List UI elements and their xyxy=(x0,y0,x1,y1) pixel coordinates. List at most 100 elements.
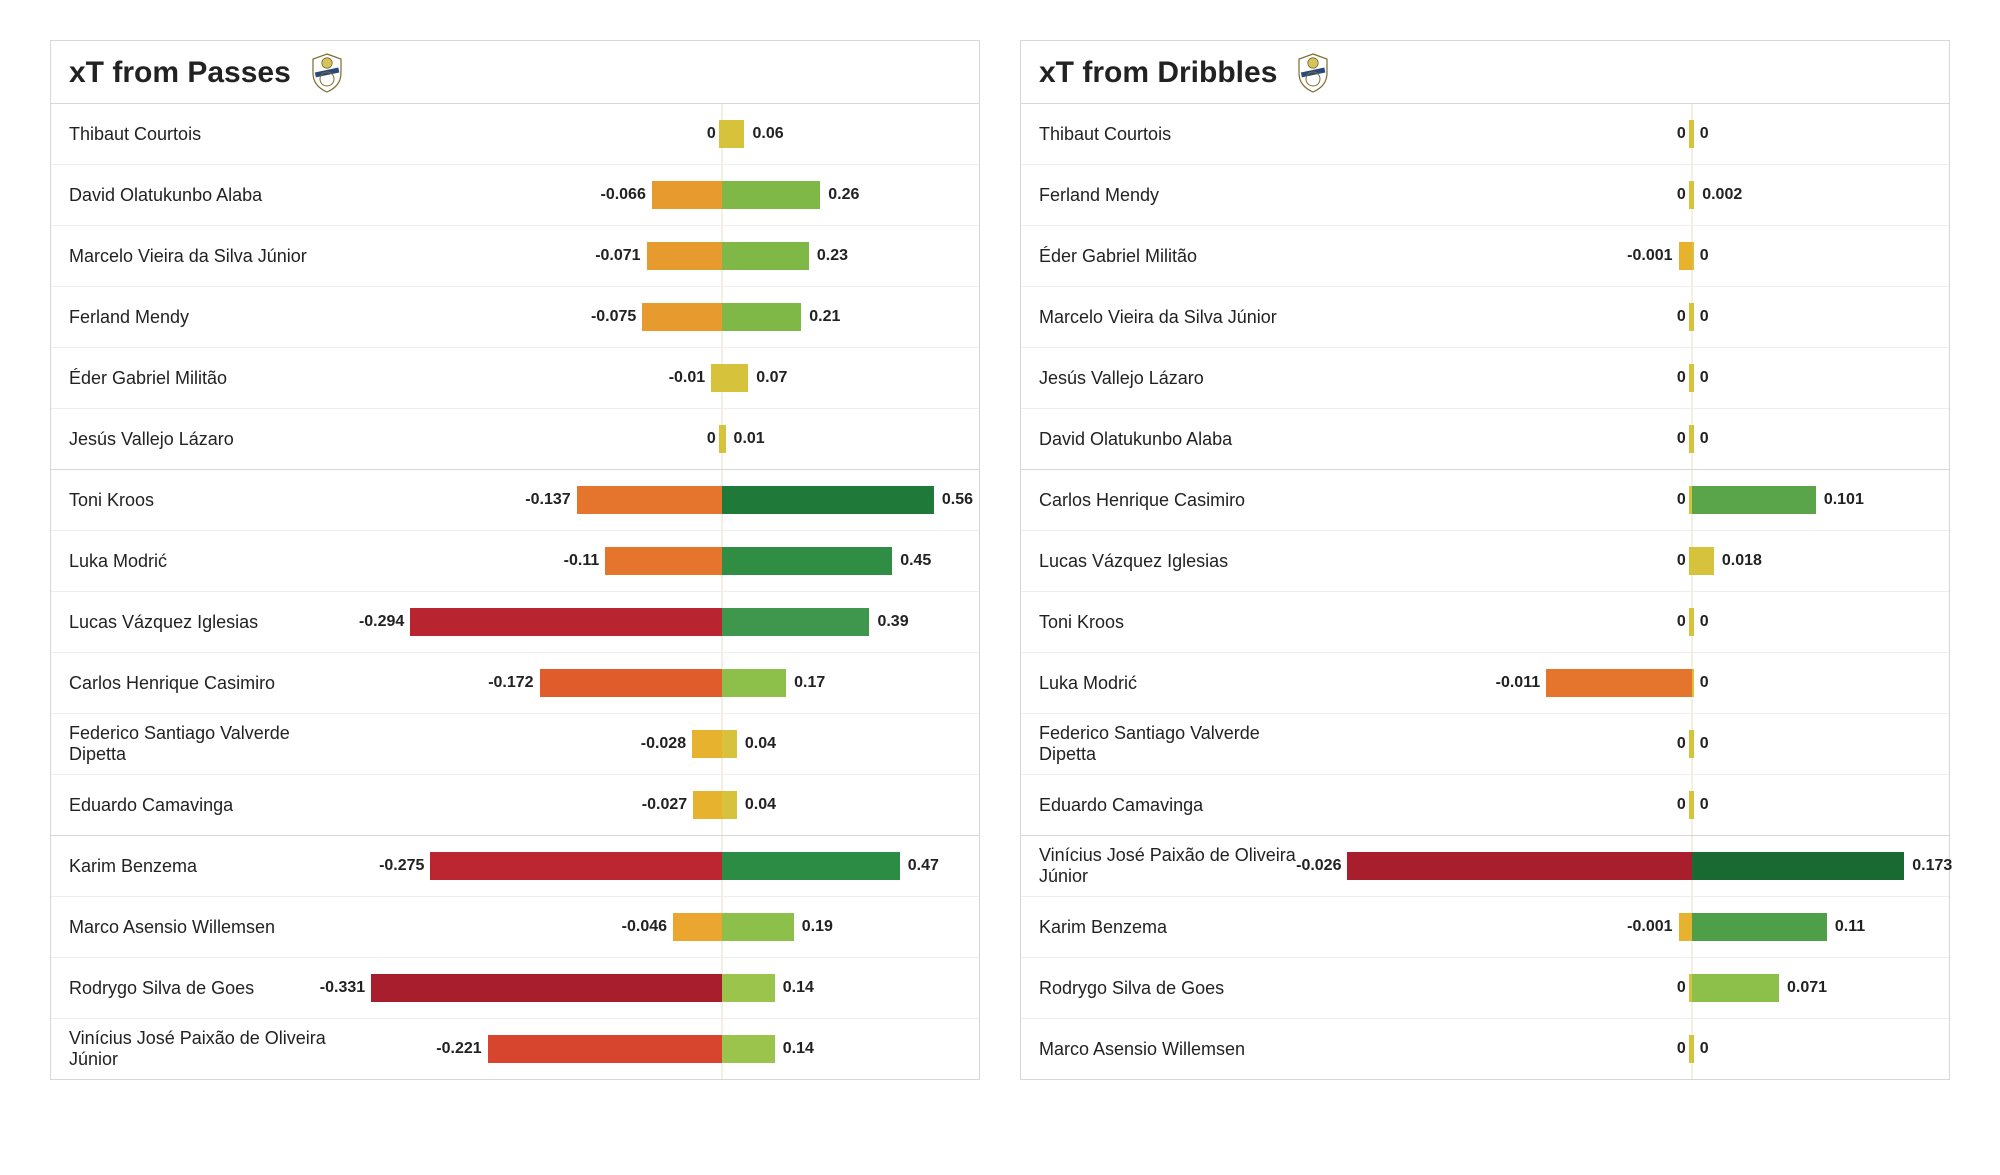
player-row: Toni Kroos -0.1370.56 xyxy=(51,470,979,531)
player-name: David Olatukunbo Alaba xyxy=(69,165,329,225)
pos-value-label: 0.45 xyxy=(900,552,931,570)
neg-bar xyxy=(647,242,722,270)
pos-value-label: 0.002 xyxy=(1702,186,1742,204)
player-row: Toni Kroos00 xyxy=(1021,592,1949,653)
pos-bar xyxy=(1692,791,1694,819)
pos-value-label: 0.018 xyxy=(1722,552,1762,570)
player-row: Rodrygo Silva de Goes-0.3310.14 xyxy=(51,958,979,1019)
panel-title: xT from Dribbles xyxy=(1039,56,1277,90)
neg-bar xyxy=(642,303,721,331)
row-plot: 00 xyxy=(1321,354,1919,402)
player-name: Carlos Henrique Casimiro xyxy=(1039,470,1299,530)
neg-value-label: -0.331 xyxy=(320,979,365,997)
pos-bar xyxy=(722,669,786,697)
player-name: Lucas Vázquez Iglesias xyxy=(1039,531,1299,591)
team-crest xyxy=(1297,53,1329,93)
pos-bar xyxy=(722,730,737,758)
pos-value-label: 0 xyxy=(1700,247,1709,265)
player-name: Lucas Vázquez Iglesias xyxy=(69,592,329,652)
player-row: Lucas Vázquez Iglesias 00.018 xyxy=(1021,531,1949,592)
player-name: Luka Modrić xyxy=(1039,653,1299,713)
neg-value-label: 0 xyxy=(707,430,716,448)
player-row: Jesús Vallejo Lázaro00 xyxy=(1021,348,1949,409)
row-plot: 00 xyxy=(1321,1025,1919,1073)
neg-value-label: 0 xyxy=(1677,491,1686,509)
neg-value-label: 0 xyxy=(1677,1040,1686,1058)
neg-value-label: 0 xyxy=(707,125,716,143)
player-name: Karim Benzema xyxy=(1039,897,1299,957)
pos-bar xyxy=(722,486,934,514)
neg-bar xyxy=(1546,669,1692,697)
row-plot: -0.0270.04 xyxy=(351,781,949,829)
pos-bar xyxy=(722,242,809,270)
panel-header: xT from Dribbles xyxy=(1021,41,1949,104)
neg-value-label: -0.026 xyxy=(1296,857,1341,875)
pos-bar xyxy=(1692,120,1694,148)
row-section: Thibaut Courtois00Ferland Mendy00.002Éde… xyxy=(1021,104,1949,469)
pos-value-label: 0 xyxy=(1700,796,1709,814)
player-row: Marco Asensio Willemsen00 xyxy=(1021,1019,1949,1079)
pos-bar xyxy=(1692,730,1694,758)
pos-bar xyxy=(1692,364,1694,392)
neg-value-label: -0.11 xyxy=(564,552,600,570)
row-plot: 00.018 xyxy=(1321,537,1919,585)
player-row: Jesús Vallejo Lázaro 00.01 xyxy=(51,409,979,469)
player-name: Rodrygo Silva de Goes xyxy=(1039,958,1299,1018)
team-crest-icon xyxy=(1297,53,1329,93)
player-row: Thibaut Courtois00 xyxy=(1021,104,1949,165)
neg-value-label: -0.066 xyxy=(600,186,645,204)
pos-bar xyxy=(1692,608,1694,636)
neg-value-label: -0.075 xyxy=(591,308,636,326)
team-crest-icon xyxy=(311,53,343,93)
pos-value-label: 0 xyxy=(1700,735,1709,753)
player-row: Vinícius José Paixão de Oliveira Júnior-… xyxy=(51,1019,979,1079)
neg-value-label: -0.071 xyxy=(595,247,640,265)
pos-bar xyxy=(722,791,737,819)
pos-bar xyxy=(1692,913,1827,941)
player-name: Jesús Vallejo Lázaro xyxy=(69,409,329,469)
neg-bar xyxy=(430,852,721,880)
player-row: Thibaut Courtois00.06 xyxy=(51,104,979,165)
player-name: Thibaut Courtois xyxy=(1039,104,1299,164)
pos-value-label: 0.23 xyxy=(817,247,848,265)
pos-value-label: 0.39 xyxy=(877,613,908,631)
pos-bar xyxy=(722,547,892,575)
pos-bar xyxy=(722,913,794,941)
pos-bar xyxy=(722,608,870,636)
pos-bar xyxy=(722,974,775,1002)
player-name: Carlos Henrique Casimiro xyxy=(69,653,329,713)
row-plot: -0.1370.56 xyxy=(351,476,949,524)
pos-value-label: 0.071 xyxy=(1787,979,1827,997)
neg-value-label: 0 xyxy=(1677,369,1686,387)
neg-value-label: -0.028 xyxy=(641,735,686,753)
pos-bar xyxy=(1692,425,1694,453)
panel-title: xT from Passes xyxy=(69,56,291,90)
neg-bar xyxy=(577,486,722,514)
player-row: David Olatukunbo Alaba00 xyxy=(1021,409,1949,469)
neg-value-label: -0.275 xyxy=(379,857,424,875)
row-plot: 00.01 xyxy=(351,415,949,463)
row-section: Carlos Henrique Casimiro 00.101 Lucas Vázq… xyxy=(1021,469,1949,835)
player-row: Marcelo Vieira da Silva Júnior-0.0710.23 xyxy=(51,226,979,287)
player-name: Eduardo Camavinga xyxy=(69,775,329,835)
neg-value-label: 0 xyxy=(1677,308,1686,326)
pos-value-label: 0.06 xyxy=(752,125,783,143)
row-plot: -0.0010 xyxy=(1321,232,1919,280)
pos-value-label: 0.14 xyxy=(783,1040,814,1058)
row-plot: -0.010.07 xyxy=(351,354,949,402)
row-plot: 00.101 xyxy=(1321,476,1919,524)
pos-value-label: 0.21 xyxy=(809,308,840,326)
player-row: Lucas Vázquez Iglesias -0.2940.39 xyxy=(51,592,979,653)
row-plot: -0.2940.39 xyxy=(351,598,949,646)
neg-bar xyxy=(1347,852,1691,880)
neg-bar xyxy=(1679,913,1692,941)
row-plot: -0.2210.14 xyxy=(351,1025,949,1073)
pos-bar xyxy=(1692,852,1905,880)
row-section: Vinícius José Paixão de Oliveira Júnior-… xyxy=(1021,835,1949,1079)
player-name: Toni Kroos xyxy=(69,470,329,530)
neg-value-label: -0.011 xyxy=(1496,674,1540,692)
pos-bar xyxy=(722,364,749,392)
pos-value-label: 0.173 xyxy=(1912,857,1952,875)
neg-value-label: -0.172 xyxy=(488,674,533,692)
pos-value-label: 0 xyxy=(1700,1040,1709,1058)
